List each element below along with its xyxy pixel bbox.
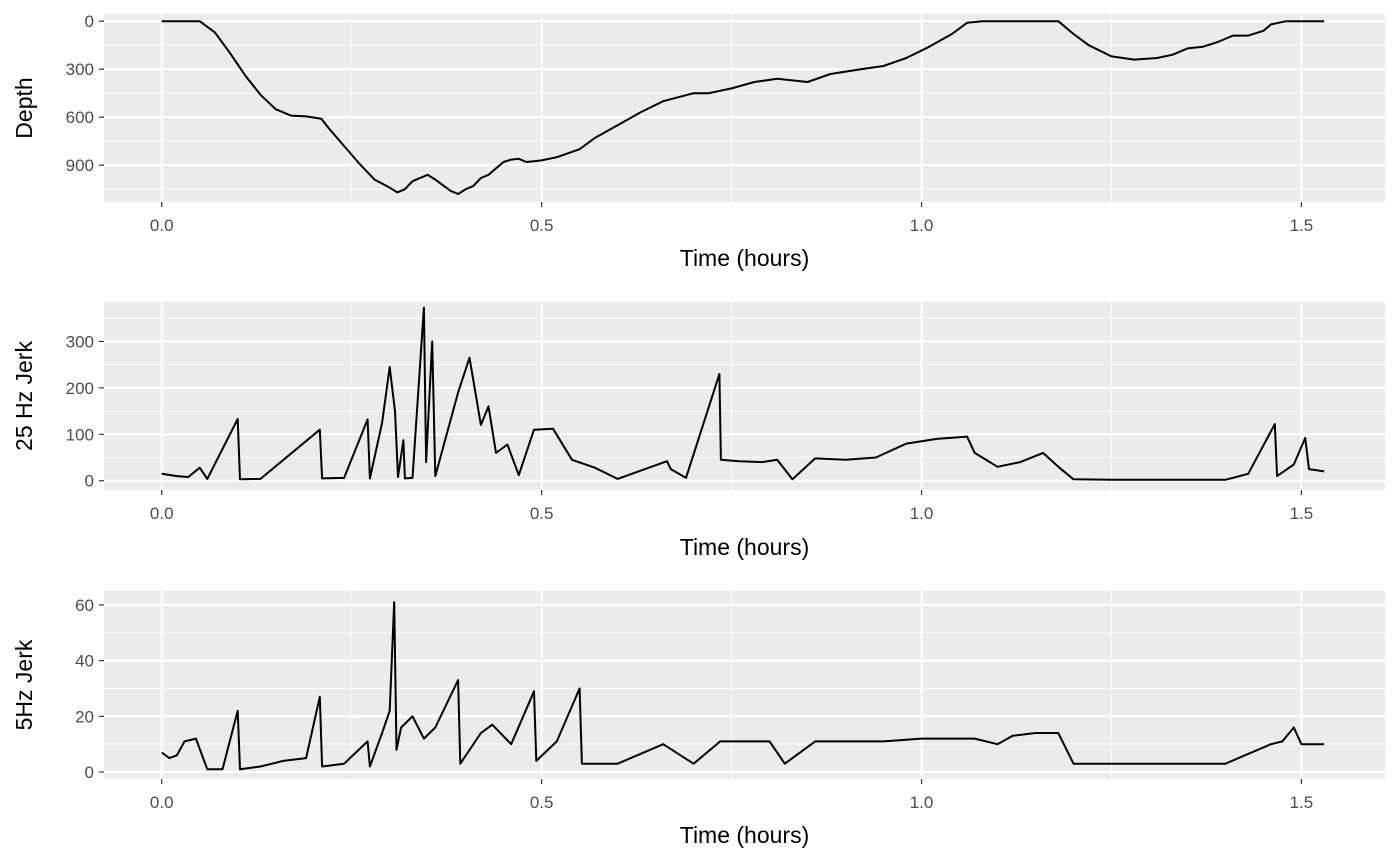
depth-y-axis-title: Depth [11,77,37,138]
jerk-25hz-y-tick-label: 0 [85,472,94,491]
jerk-5hz-y-tick-label: 0 [85,763,94,782]
jerk-25hz-x-tick-label: 1.5 [1290,504,1314,523]
depth-y-tick-label: 600 [66,108,94,127]
jerk-5hz-x-axis-title: Time (hours) [680,822,810,848]
jerk-5hz-y-tick-label: 40 [75,652,94,671]
jerk-25hz-y-axis-title: 25 Hz Jerk [11,341,37,451]
depth-y-tick-label: 0 [85,12,94,31]
jerk-5hz-y-axis-title: 5Hz Jerk [11,639,37,730]
jerk-5hz-x-tick-label: 1.5 [1290,793,1314,812]
depth-plot-background [104,14,1385,202]
jerk-5hz-panel: 0.0 0.5 1.0 1.5 0 20 40 60 Time (hours) 5Hz Jerk [11,591,1385,848]
jerk-5hz-plot-background [104,591,1385,779]
depth-y-tick-label: 900 [66,156,94,175]
jerk-5hz-x-tick-label: 0.5 [530,793,554,812]
depth-y-tick-label: 300 [66,60,94,79]
jerk-25hz-x-axis-title: Time (hours) [680,534,810,560]
jerk-25hz-x-tick-label: 0.0 [150,504,174,523]
depth-x-axis-title: Time (hours) [680,245,810,271]
depth-x-tick-label: 1.5 [1290,216,1314,235]
jerk-5hz-x-tick-label: 0.0 [150,793,174,812]
jerk-25hz-y-tick-label: 300 [66,332,94,351]
depth-panel: 0.0 0.5 1.0 1.5 0 300 600 900 Time (hours) Depth [11,12,1385,271]
depth-x-tick-label: 0.0 [150,216,174,235]
jerk-25hz-panel: 0.0 0.5 1.0 1.5 0 100 200 300 Time (hours) 25 Hz … [11,302,1385,560]
jerk-25hz-plot-background [104,302,1385,490]
jerk-25hz-series-line [161,306,1325,481]
depth-series-line [161,20,1325,195]
jerk-25hz-y-tick-label: 100 [66,425,94,444]
jerk-5hz-y-tick-label: 60 [75,596,94,615]
jerk-5hz-y-tick-label: 20 [75,707,94,726]
jerk-25hz-y-tick-label: 200 [66,379,94,398]
depth-x-tick-label: 0.5 [530,216,554,235]
jerk-5hz-series-line [161,601,1325,771]
jerk-25hz-x-tick-label: 0.5 [530,504,554,523]
jerk-5hz-x-tick-label: 1.0 [910,793,934,812]
jerk-25hz-x-tick-label: 1.0 [910,504,934,523]
depth-x-tick-label: 1.0 [910,216,934,235]
